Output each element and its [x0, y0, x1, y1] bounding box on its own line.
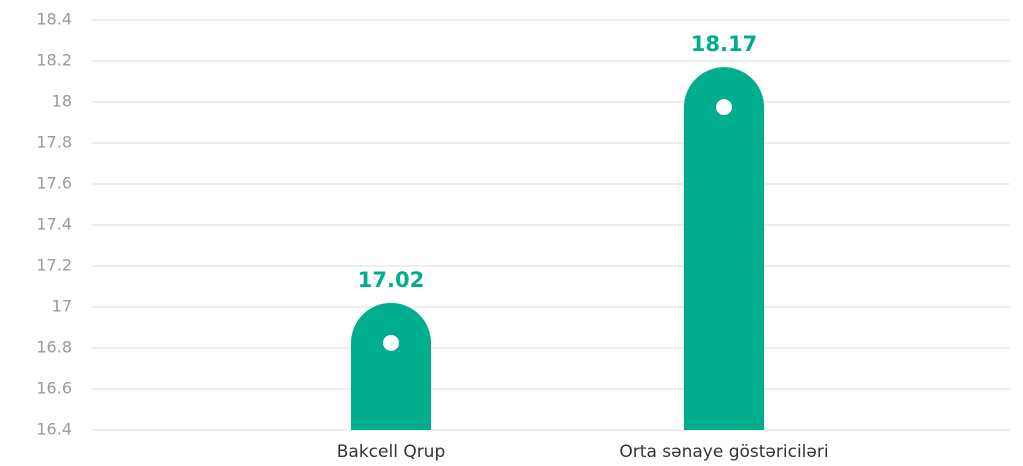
value-label: 18.17: [691, 32, 757, 56]
x-tick-label: Orta sənaye göstəriciləri: [619, 442, 828, 462]
y-tick-label: 18.2: [36, 51, 72, 70]
value-label: 17.02: [358, 268, 424, 292]
y-tick-label: 17.2: [36, 256, 72, 275]
y-tick-label: 17: [52, 297, 72, 316]
bar-dot: [383, 334, 399, 351]
bar: [684, 67, 764, 431]
y-tick-label: 17.8: [36, 133, 72, 152]
bar: [351, 302, 431, 430]
y-tick-label: 16.6: [36, 379, 72, 398]
y-tick-label: 16.8: [36, 338, 72, 357]
y-tick-label: 17.4: [36, 215, 72, 234]
y-tick-label: 18: [52, 92, 72, 111]
y-tick-label: 18.4: [36, 10, 72, 29]
bar-dot: [716, 99, 732, 116]
y-tick-label: 17.6: [36, 174, 72, 193]
y-tick-label: 16.4: [36, 420, 72, 439]
x-tick-label: Bakcell Qrup: [337, 442, 446, 462]
